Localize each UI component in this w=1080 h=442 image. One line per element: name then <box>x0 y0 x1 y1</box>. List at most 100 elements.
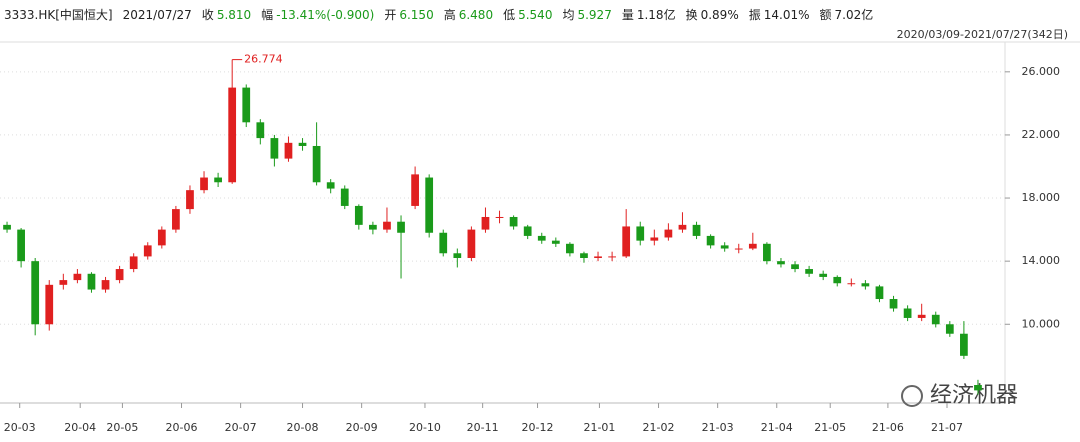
candle-body <box>45 284 54 325</box>
candle-body <box>833 276 842 284</box>
x-tick-label: 21-06 <box>872 421 904 434</box>
quote-header: 3333.HK[中国恒大] 2021/07/27 收 5.810 幅 -13.41%(-0… <box>4 6 883 24</box>
candle-body <box>59 280 68 285</box>
field-value: 0.89% <box>700 8 739 22</box>
watermark: 经济机器 <box>901 383 1018 408</box>
x-tick-label: 20-04 <box>64 421 96 434</box>
candle-body <box>608 256 616 258</box>
watermark-icon <box>901 385 923 407</box>
y-tick-label: 10.000 <box>1022 317 1061 330</box>
candle-body <box>566 243 574 254</box>
x-tick-label: 21-03 <box>702 421 734 434</box>
candle-body <box>298 142 307 146</box>
candle-body <box>734 248 743 250</box>
date-range: 2020/03/09-2021/07/27(342日) <box>896 28 1068 41</box>
candle-body <box>369 224 377 230</box>
candle-body <box>622 226 631 257</box>
candle-body <box>467 229 476 258</box>
field-value: 1.18亿 <box>636 8 676 22</box>
candle-body <box>636 226 645 241</box>
x-tick-label: 20-03 <box>4 421 36 434</box>
x-tick-label: 20-08 <box>287 421 319 434</box>
x-tick-label: 20-07 <box>225 421 257 434</box>
field-value: -13.41%(-0.900) <box>276 8 375 22</box>
candle-body <box>495 216 504 218</box>
candle-body <box>242 87 251 123</box>
candle-body <box>354 205 363 225</box>
candle-body <box>960 333 968 356</box>
candle-body <box>3 224 11 230</box>
candle-body <box>580 253 588 258</box>
candle-body <box>270 138 279 159</box>
candle-body <box>917 314 926 318</box>
field-label: 振 <box>748 8 761 22</box>
candle-body <box>945 324 954 334</box>
y-tick-label: 22.000 <box>1022 128 1061 141</box>
candle-body <box>847 283 856 285</box>
candle-body <box>791 264 799 270</box>
y-tick-label: 14.000 <box>1022 254 1061 267</box>
field-value: 6.480 <box>458 8 494 22</box>
candle-body <box>777 261 785 265</box>
candle-body <box>720 245 729 249</box>
candle-body <box>284 142 293 159</box>
x-tick-label: 20-05 <box>106 421 138 434</box>
candle-body <box>340 188 349 206</box>
candle-body <box>31 261 40 325</box>
candle-body <box>763 243 771 262</box>
candle-body <box>383 221 391 230</box>
quote-date: 2021/07/27 <box>122 8 192 22</box>
field-label: 高 <box>443 8 456 22</box>
field-label: 换 <box>685 8 698 22</box>
candle-body <box>143 245 152 257</box>
candle-body <box>256 122 265 139</box>
candle-body <box>748 243 757 249</box>
candle-body <box>805 269 813 274</box>
candle-body <box>101 280 110 290</box>
x-tick-label: 21-05 <box>814 421 846 434</box>
candle-body <box>692 224 701 236</box>
max-label: 26.774 <box>244 53 283 66</box>
candle-body <box>214 177 222 183</box>
candle-body <box>411 174 419 206</box>
symbol: 3333.HK[中国恒大] <box>4 8 113 22</box>
field-label: 幅 <box>261 8 274 22</box>
candle-body <box>974 385 982 391</box>
candle-body <box>17 229 25 262</box>
candle-body <box>453 253 462 258</box>
candle-body <box>425 177 434 233</box>
candle-body <box>537 235 546 241</box>
candle-body <box>664 229 673 238</box>
candle-body <box>861 283 870 287</box>
x-tick-label: 21-02 <box>643 421 675 434</box>
candle-body <box>706 235 715 246</box>
field-value: 5.810 <box>216 8 252 22</box>
field-value: 7.02亿 <box>834 8 874 22</box>
x-tick-label: 20-06 <box>166 421 198 434</box>
candle-body <box>650 237 659 241</box>
field-label: 开 <box>384 8 397 22</box>
field-value: 5.927 <box>577 8 612 22</box>
field-value: 14.01% <box>763 8 810 22</box>
candle-body <box>931 314 940 325</box>
candle-body <box>481 216 490 230</box>
y-tick-label: 18.000 <box>1022 191 1061 204</box>
candle-body <box>903 308 912 318</box>
candle-body <box>326 182 335 189</box>
x-tick-label: 21-07 <box>931 421 963 434</box>
x-tick-label: 20-11 <box>467 421 499 434</box>
candle-body <box>889 299 898 309</box>
field-label: 低 <box>503 8 516 22</box>
candle-body <box>157 229 166 246</box>
candle-body <box>172 209 180 230</box>
field-label: 量 <box>621 8 634 22</box>
x-tick-label: 21-04 <box>761 421 793 434</box>
x-tick-label: 21-01 <box>583 421 615 434</box>
candle-body <box>523 226 532 236</box>
field-label: 额 <box>819 8 832 22</box>
field-value: 6.150 <box>399 8 434 22</box>
candle-body <box>312 145 321 183</box>
candle-body <box>186 190 194 210</box>
